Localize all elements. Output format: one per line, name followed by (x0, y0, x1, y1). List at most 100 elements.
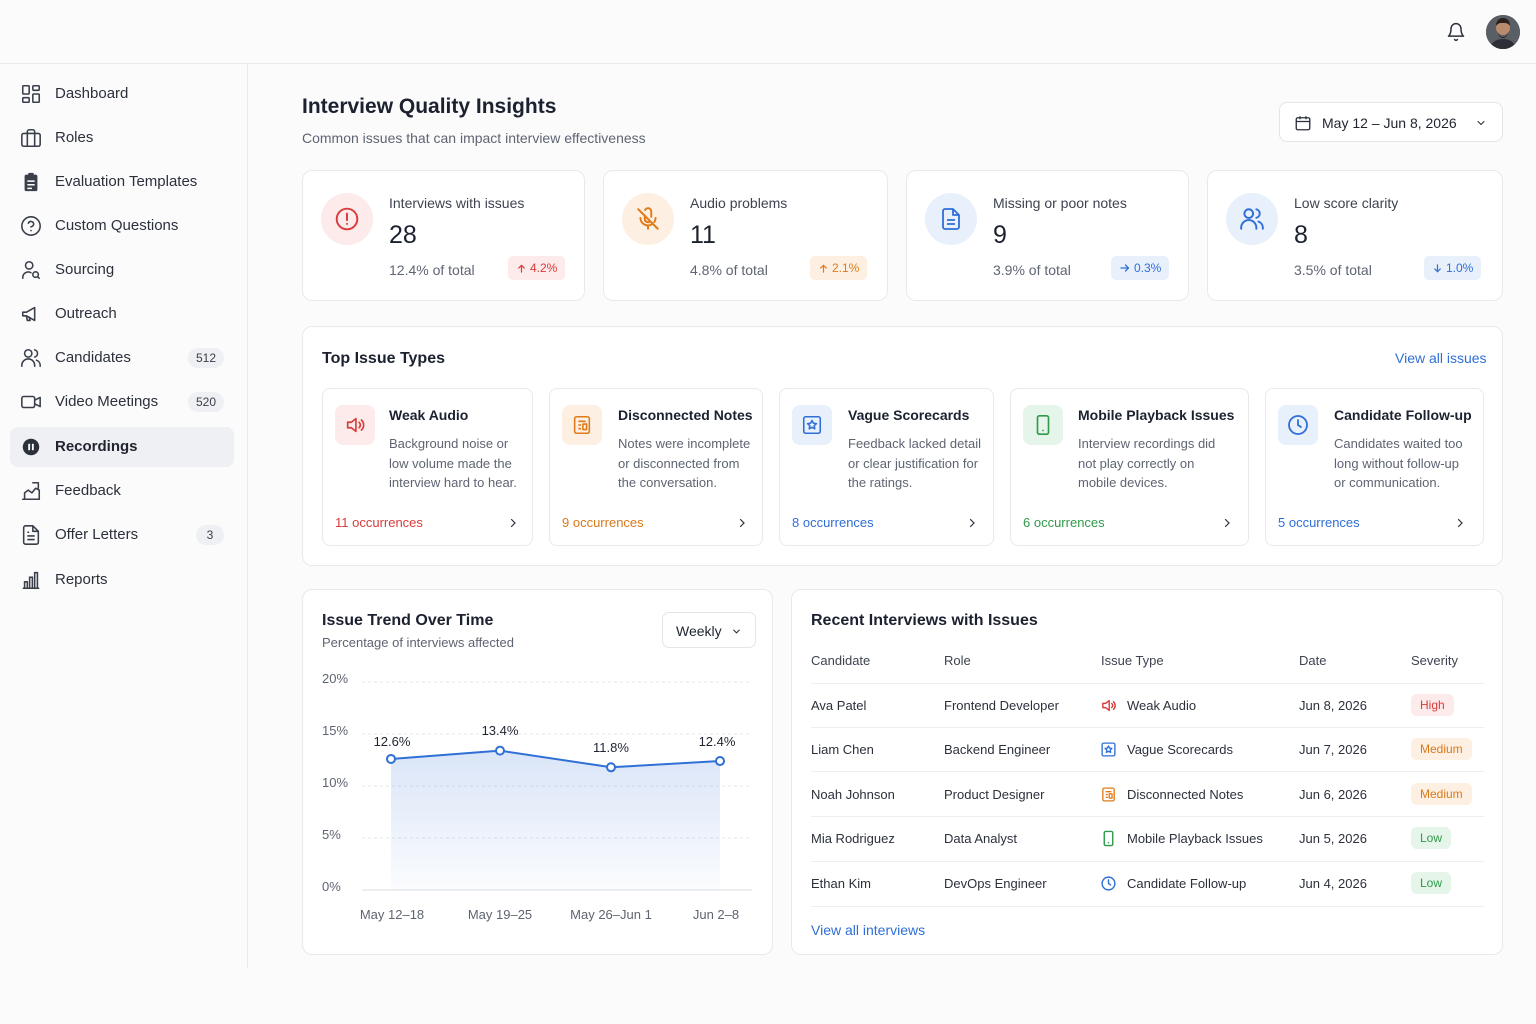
users-icon (20, 347, 42, 369)
briefcase-icon (20, 127, 42, 149)
issue-card-candidate-follow-up[interactable]: Candidate Follow-up Candidates waited to… (1265, 388, 1484, 546)
clock-icon (1100, 875, 1117, 892)
arrow-up-icon (516, 263, 527, 274)
chevron-right-icon (1221, 517, 1233, 529)
arrow-down-icon (1432, 263, 1443, 274)
y-tick-label: 20% (322, 671, 349, 686)
arrow-right-icon (1119, 262, 1131, 274)
count-badge: 3 (196, 525, 224, 545)
sidebar-item-label: Roles (55, 129, 94, 146)
stat-percent: 3.5% of total (1294, 262, 1372, 278)
sidebar-item-label: Candidates (55, 349, 131, 366)
count-badge: 520 (187, 392, 224, 412)
issue-description: Interview recordings did not play correc… (1078, 436, 1216, 490)
column-header: Severity (1411, 653, 1458, 668)
record-icon (20, 436, 42, 458)
sidebar-item-label: Feedback (55, 482, 121, 499)
issue-occurrences: 8 occurrences (792, 515, 874, 530)
issue-occurrences: 11 occurrences (335, 515, 423, 530)
role: Data Analyst (944, 831, 1017, 846)
point-value-label: 11.8% (593, 740, 629, 755)
stat-card-missing-notes: Missing or poor notes 9 3.9% of total 0.… (906, 170, 1189, 301)
divider (811, 683, 1484, 684)
sidebar-item-evaluation-templates[interactable]: Evaluation Templates (10, 162, 234, 202)
sidebar-item-outreach[interactable]: Outreach (10, 294, 234, 334)
sidebar-item-recordings[interactable]: Recordings (10, 427, 234, 467)
point-value-label: 12.4% (698, 734, 736, 749)
sidebar-item-candidates[interactable]: Candidates 512 (10, 338, 234, 378)
sidebar-item-sourcing[interactable]: Sourcing (10, 250, 234, 290)
stat-percent: 4.8% of total (690, 262, 768, 278)
smartphone-icon (1023, 405, 1063, 445)
bell-icon[interactable] (1446, 22, 1466, 42)
chevron-right-icon (1454, 517, 1466, 529)
sidebar-item-label: Evaluation Templates (55, 173, 198, 190)
period-select[interactable]: Weekly (662, 612, 756, 648)
issue-occurrences: 6 occurrences (1023, 515, 1105, 530)
bar-chart-icon (20, 569, 42, 591)
notes-icon (562, 405, 602, 445)
stat-card-low-score-clarity: Low score clarity 8 3.5% of total 1.0% (1207, 170, 1503, 301)
data-point[interactable] (715, 756, 725, 767)
x-tick-label: May 12–18 (359, 907, 425, 922)
page-title: Interview Quality Insights (302, 95, 557, 118)
severity-badge: Low (1411, 827, 1452, 849)
stat-label: Audio problems (690, 195, 788, 211)
data-point[interactable] (495, 745, 505, 756)
data-point[interactable] (386, 753, 396, 764)
issue-type: Weak Audio (1127, 698, 1197, 713)
chevron-right-icon (966, 517, 978, 529)
sidebar-item-dashboard[interactable]: Dashboard (10, 74, 234, 114)
candidate-name: Ethan Kim (811, 876, 871, 891)
notes-icon (1100, 786, 1117, 803)
sidebar-item-video-meetings[interactable]: Video Meetings 520 (10, 382, 234, 422)
issue-title: Weak Audio (389, 407, 469, 423)
issue-card-weak-audio[interactable]: Weak Audio Background noise or low volum… (322, 388, 533, 546)
data-point[interactable] (606, 762, 616, 773)
point-value-label: 13.4% (481, 723, 519, 738)
candidate-name: Liam Chen (811, 742, 874, 757)
delta-value: 4.2% (530, 261, 558, 275)
y-tick-label: 5% (322, 827, 341, 842)
issue-card-vague-scorecards[interactable]: Vague Scorecards Feedback lacked detail … (779, 388, 994, 546)
severity-badge: Low (1411, 872, 1452, 894)
stat-card-interviews-with-issues: Interviews with issues 28 12.4% of total… (302, 170, 585, 301)
delta-value: 1.0% (1446, 261, 1474, 275)
role: Product Designer (944, 787, 1045, 802)
user-avatar[interactable] (1486, 15, 1520, 49)
sidebar-item-custom-questions[interactable]: Custom Questions (10, 206, 234, 246)
date-range-picker[interactable]: May 12 – Jun 8, 2026 (1279, 102, 1503, 142)
sidebar-item-offer-letters[interactable]: Offer Letters 3 (10, 515, 234, 555)
sidebar-item-label: Recordings (55, 438, 138, 455)
y-tick-label: 10% (322, 775, 349, 790)
issue-card-mobile-playback[interactable]: Mobile Playback Issues Interview recordi… (1010, 388, 1249, 546)
issue-card-disconnected-notes[interactable]: Disconnected Notes Notes were incomplete… (549, 388, 763, 546)
chevron-down-icon (1475, 117, 1487, 129)
stat-card-audio-problems: Audio problems 11 4.8% of total 2.1% (603, 170, 888, 301)
date: Jun 4, 2026 (1299, 876, 1367, 891)
stat-value: 11 (690, 221, 716, 249)
sidebar-item-label: Reports (55, 571, 108, 588)
sidebar-item-reports[interactable]: Reports (10, 560, 234, 600)
issue-type: Disconnected Notes (1127, 787, 1244, 802)
arrow-up-icon (818, 263, 829, 274)
view-all-issues-link[interactable]: View all issues (1395, 350, 1487, 366)
clipboard-icon (20, 171, 42, 193)
x-tick-label: May 19–25 (467, 907, 533, 922)
mic-off-icon (622, 193, 674, 245)
divider (811, 861, 1484, 862)
delta-value: 0.3% (1134, 261, 1162, 275)
chevron-down-icon (731, 626, 742, 637)
y-tick-label: 0% (322, 879, 341, 894)
view-all-interviews-link[interactable]: View all interviews (811, 922, 926, 938)
section-title: Recent Interviews with Issues (811, 612, 1038, 629)
candidate-name: Ava Patel (811, 698, 867, 713)
issue-occurrences: 5 occurrences (1278, 515, 1360, 530)
sidebar-item-feedback[interactable]: Feedback (10, 471, 234, 511)
series-line (390, 749, 721, 769)
sidebar-item-roles[interactable]: Roles (10, 118, 234, 158)
column-header: Candidate (811, 653, 871, 668)
sidebar-item-label: Custom Questions (55, 217, 179, 234)
alert-circle-icon (321, 193, 373, 245)
candidate-name: Mia Rodriguez (811, 831, 895, 846)
